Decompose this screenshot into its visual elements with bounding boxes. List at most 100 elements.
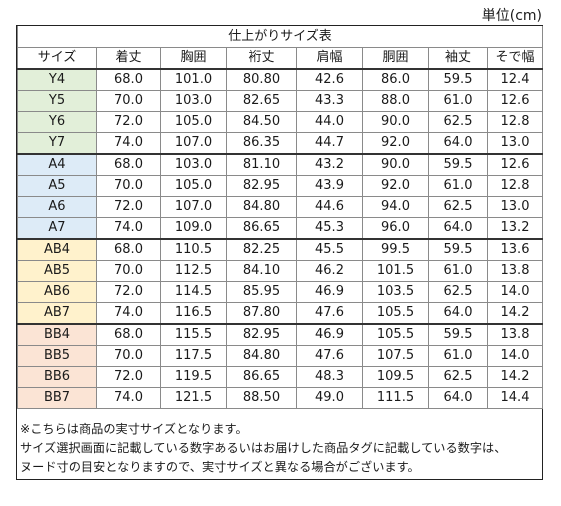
value-cell: 101.0 (160, 68, 227, 91)
value-cell: 84.50 (226, 111, 297, 133)
value-cell: 64.0 (428, 387, 488, 409)
value-cell: 68.0 (96, 68, 161, 91)
value-cell: 105.0 (160, 111, 227, 133)
size-cell: BB7 (17, 387, 97, 409)
value-cell: 64.0 (428, 302, 488, 325)
value-cell: 64.0 (428, 132, 488, 155)
value-cell: 70.0 (96, 345, 161, 367)
value-cell: 115.5 (160, 323, 227, 346)
value-cell: 12.8 (487, 111, 543, 133)
value-cell: 13.0 (487, 132, 543, 155)
value-cell: 105.0 (160, 175, 227, 197)
value-cell: 116.5 (160, 302, 227, 325)
size-chart-table: 仕上がりサイズ表 サイズ 着丈 胸囲 裄丈 肩幅 胴囲 袖丈 そで幅 Y4 68.… (17, 26, 543, 409)
size-cell: BB5 (17, 345, 97, 367)
table-row: BB7 74.0 121.5 88.50 49.0 111.5 64.0 14.4 (17, 387, 543, 409)
table-title: 仕上がりサイズ表 (17, 26, 543, 48)
size-rows: Y4 68.0 101.0 80.80 42.6 86.0 59.5 12.4 Y5 70.0 10… (17, 68, 543, 409)
value-cell: 68.0 (96, 323, 161, 346)
header-chest: 胸囲 (160, 47, 227, 70)
size-cell: A4 (17, 153, 97, 176)
value-cell: 13.6 (487, 238, 543, 261)
value-cell: 12.6 (487, 90, 543, 112)
value-cell: 81.10 (226, 153, 297, 176)
value-cell: 46.9 (296, 323, 363, 346)
value-cell: 119.5 (160, 366, 227, 388)
table-row: A4 68.0 103.0 81.10 43.2 90.0 59.5 12.6 (17, 153, 543, 176)
size-chart-frame: 仕上がりサイズ表 サイズ 着丈 胸囲 裄丈 肩幅 胴囲 袖丈 そで幅 Y4 68.… (16, 25, 543, 480)
value-cell: 61.0 (428, 345, 488, 367)
value-cell: 72.0 (96, 366, 161, 388)
value-cell: 92.0 (362, 175, 429, 197)
value-cell: 59.5 (428, 323, 488, 346)
table-row: A7 74.0 109.0 86.65 45.3 96.0 64.0 13.2 (17, 217, 543, 240)
value-cell: 13.2 (487, 217, 543, 240)
value-cell: 107.0 (160, 196, 227, 218)
table-row: Y7 74.0 107.0 86.35 44.7 92.0 64.0 13.0 (17, 132, 543, 155)
value-cell: 46.9 (296, 281, 363, 303)
value-cell: 14.4 (487, 387, 543, 409)
value-cell: 88.50 (226, 387, 297, 409)
size-cell: AB7 (17, 302, 97, 325)
table-row: BB5 70.0 117.5 84.80 47.6 107.5 61.0 14.0 (17, 345, 543, 367)
value-cell: 92.0 (362, 132, 429, 155)
value-cell: 68.0 (96, 153, 161, 176)
value-cell: 90.0 (362, 153, 429, 176)
value-cell: 103.0 (160, 153, 227, 176)
value-cell: 61.0 (428, 175, 488, 197)
value-cell: 105.5 (362, 302, 429, 325)
value-cell: 111.5 (362, 387, 429, 409)
size-cell: A6 (17, 196, 97, 218)
table-row: AB5 70.0 112.5 84.10 46.2 101.5 61.0 13.8 (17, 260, 543, 282)
value-cell: 86.35 (226, 132, 297, 155)
value-cell: 72.0 (96, 111, 161, 133)
value-cell: 59.5 (428, 68, 488, 91)
value-cell: 44.6 (296, 196, 363, 218)
value-cell: 109.5 (362, 366, 429, 388)
value-cell: 88.0 (362, 90, 429, 112)
value-cell: 103.5 (362, 281, 429, 303)
value-cell: 87.80 (226, 302, 297, 325)
value-cell: 86.0 (362, 68, 429, 91)
value-cell: 14.0 (487, 345, 543, 367)
unit-label: 単位(cm) (481, 8, 542, 24)
size-cell: A5 (17, 175, 97, 197)
value-cell: 70.0 (96, 90, 161, 112)
value-cell: 12.4 (487, 68, 543, 91)
value-cell: 82.25 (226, 238, 297, 261)
value-cell: 45.5 (296, 238, 363, 261)
size-cell: AB5 (17, 260, 97, 282)
value-cell: 90.0 (362, 111, 429, 133)
value-cell: 62.5 (428, 111, 488, 133)
value-cell: 107.5 (362, 345, 429, 367)
header-row: サイズ 着丈 胸囲 裄丈 肩幅 胴囲 袖丈 そで幅 (17, 47, 543, 70)
value-cell: 43.3 (296, 90, 363, 112)
notes: ※こちらは商品の実寸サイズとなります。 サイズ選択画面に記載している数字あるいは… (20, 420, 506, 477)
header-waist: 胴囲 (362, 47, 429, 70)
size-cell: Y6 (17, 111, 97, 133)
value-cell: 12.6 (487, 153, 543, 176)
value-cell: 74.0 (96, 387, 161, 409)
value-cell: 14.2 (487, 302, 543, 325)
value-cell: 84.80 (226, 345, 297, 367)
note-line: ヌード寸の目安となりますので、実寸サイズと異なる場合がございます。 (20, 460, 420, 474)
value-cell: 13.8 (487, 323, 543, 346)
table-row: BB6 72.0 119.5 86.65 48.3 109.5 62.5 14.2 (17, 366, 543, 388)
value-cell: 117.5 (160, 345, 227, 367)
value-cell: 101.5 (362, 260, 429, 282)
value-cell: 64.0 (428, 217, 488, 240)
value-cell: 105.5 (362, 323, 429, 346)
value-cell: 84.10 (226, 260, 297, 282)
value-cell: 72.0 (96, 281, 161, 303)
value-cell: 49.0 (296, 387, 363, 409)
value-cell: 14.0 (487, 281, 543, 303)
size-cell: A7 (17, 217, 97, 240)
table-row: Y5 70.0 103.0 82.65 43.3 88.0 61.0 12.6 (17, 90, 543, 112)
table-row: A6 72.0 107.0 84.80 44.6 94.0 62.5 13.0 (17, 196, 543, 218)
value-cell: 43.2 (296, 153, 363, 176)
value-cell: 74.0 (96, 132, 161, 155)
note-line: ※こちらは商品の実寸サイズとなります。 (20, 422, 248, 436)
value-cell: 62.5 (428, 366, 488, 388)
value-cell: 114.5 (160, 281, 227, 303)
value-cell: 62.5 (428, 196, 488, 218)
